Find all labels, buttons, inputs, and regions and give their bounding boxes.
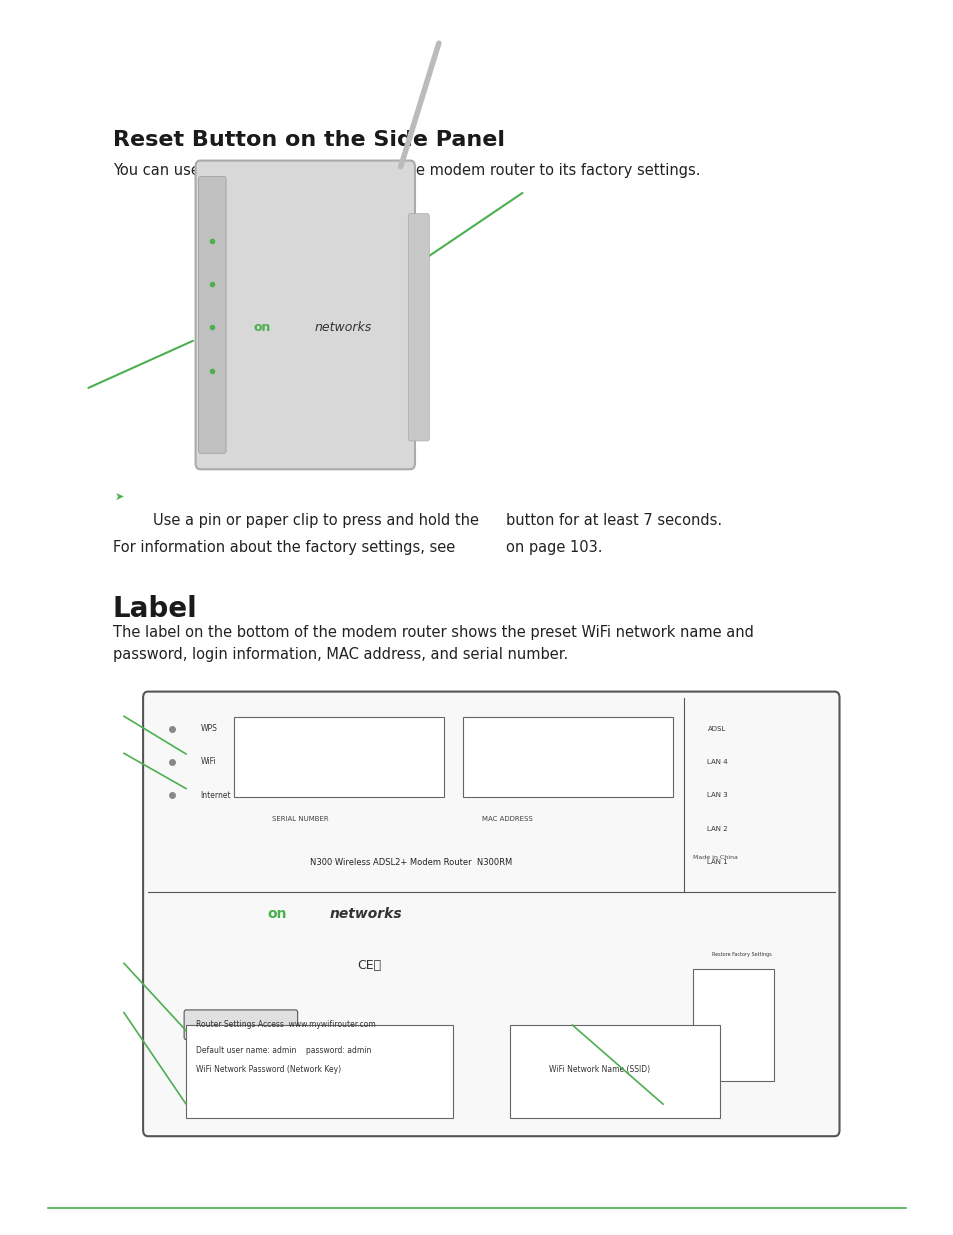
Text: ADSL: ADSL bbox=[707, 726, 725, 731]
Text: LAN 3: LAN 3 bbox=[707, 793, 727, 798]
Text: networks: networks bbox=[329, 906, 401, 921]
FancyBboxPatch shape bbox=[198, 177, 226, 453]
Bar bbox=[462, 716, 672, 798]
Text: on: on bbox=[267, 906, 286, 921]
Text: ➤: ➤ bbox=[114, 492, 124, 501]
Text: SERIAL NUMBER: SERIAL NUMBER bbox=[272, 816, 328, 821]
Bar bbox=[233, 716, 443, 798]
FancyBboxPatch shape bbox=[143, 692, 839, 1136]
FancyBboxPatch shape bbox=[195, 161, 415, 469]
Text: For information about the factory settings, see: For information about the factory settin… bbox=[112, 540, 455, 555]
Text: password, login information, MAC address, and serial number.: password, login information, MAC address… bbox=[112, 647, 567, 662]
Text: You can use the Reset button to return the modem router to its factory settings.: You can use the Reset button to return t… bbox=[112, 163, 700, 178]
Text: Restore Factory Settings: Restore Factory Settings bbox=[712, 952, 771, 957]
Text: Made in China: Made in China bbox=[693, 855, 738, 861]
Text: LAN 1: LAN 1 bbox=[707, 860, 727, 864]
Text: Reset Button on the Side Panel: Reset Button on the Side Panel bbox=[112, 130, 504, 149]
Bar bbox=[510, 1025, 720, 1118]
Text: Default user name: admin    password: admin: Default user name: admin password: admin bbox=[195, 1046, 371, 1055]
Text: on: on bbox=[253, 321, 271, 333]
FancyBboxPatch shape bbox=[184, 1010, 297, 1040]
Text: CEⓘ: CEⓘ bbox=[357, 960, 381, 972]
Text: MAC ADDRESS: MAC ADDRESS bbox=[481, 816, 532, 821]
Text: Router Settings Access  www.mywifirouter.com: Router Settings Access www.mywifirouter.… bbox=[195, 1020, 375, 1029]
Text: LAN 4: LAN 4 bbox=[707, 760, 727, 764]
FancyBboxPatch shape bbox=[408, 214, 429, 441]
Text: WiFi Network Name (SSID): WiFi Network Name (SSID) bbox=[548, 1065, 649, 1074]
Text: WPS: WPS bbox=[200, 724, 217, 734]
Text: WiFi Network Password (Network Key): WiFi Network Password (Network Key) bbox=[195, 1065, 340, 1074]
Bar bbox=[693, 969, 774, 1081]
Text: button for at least 7 seconds.: button for at least 7 seconds. bbox=[505, 513, 721, 527]
Text: The label on the bottom of the modem router shows the preset WiFi network name a: The label on the bottom of the modem rou… bbox=[112, 625, 753, 640]
Text: networks: networks bbox=[314, 321, 372, 333]
Text: Internet: Internet bbox=[200, 790, 231, 800]
Text: LAN 2: LAN 2 bbox=[707, 826, 727, 831]
Text: N300 Wireless ADSL2+ Modem Router  N300RM: N300 Wireless ADSL2+ Modem Router N300RM bbox=[310, 857, 512, 867]
Text: Use a pin or paper clip to press and hold the: Use a pin or paper clip to press and hol… bbox=[152, 513, 478, 527]
Text: Label: Label bbox=[112, 595, 197, 624]
Text: WiFi: WiFi bbox=[200, 757, 216, 767]
Text: on page 103.: on page 103. bbox=[505, 540, 601, 555]
Bar bbox=[186, 1025, 453, 1118]
